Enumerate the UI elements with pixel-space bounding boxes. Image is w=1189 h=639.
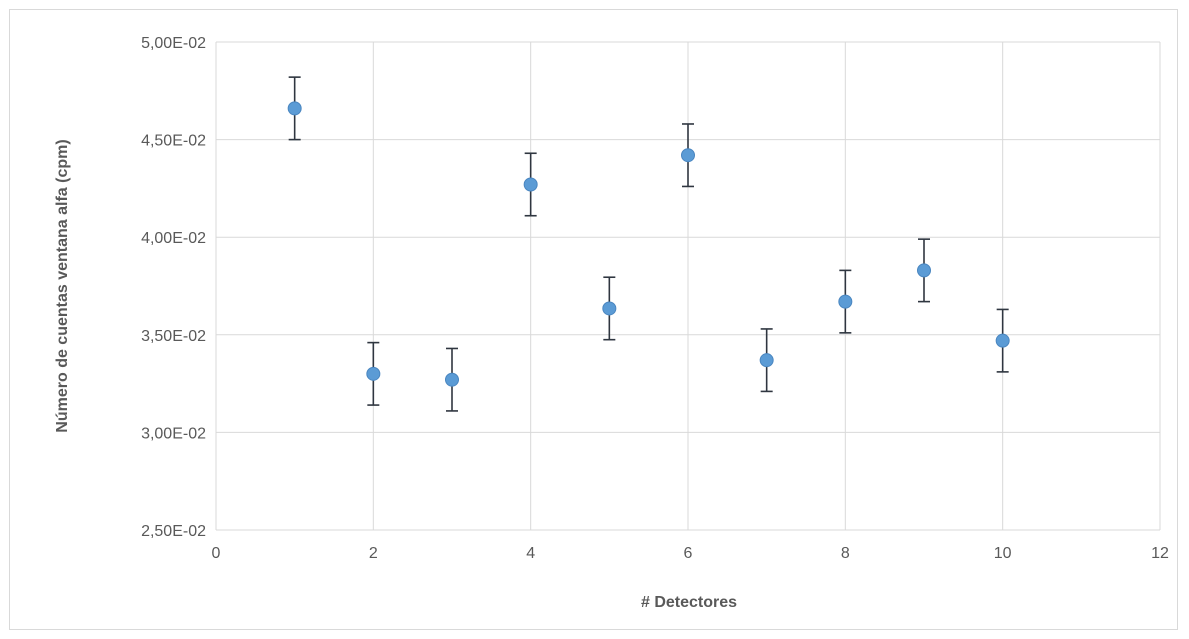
data-point	[681, 148, 695, 163]
y-tick-label: 4,00E-02	[141, 230, 206, 247]
chart-area	[9, 9, 1178, 630]
data-point	[523, 177, 538, 192]
data-point	[366, 366, 381, 381]
y-tick-label: 4,50E-02	[141, 133, 206, 150]
y-tick-label: 5,00E-02	[141, 35, 206, 52]
y-axis-title: Número de cuentas ventana alfa (cpm)	[54, 139, 71, 432]
data-point	[759, 353, 774, 368]
tick-labels: 2,50E-02 3,00E-02 3,50E-02 4,00E-02 4,50E-02…	[141, 35, 1169, 562]
y-tick-label: 3,50E-02	[141, 328, 206, 345]
x-tick-label: 12	[1151, 545, 1169, 562]
data-point	[602, 301, 617, 316]
error-bars	[288, 76, 1009, 412]
data-points	[287, 101, 1010, 387]
x-axis-title: # Detectores	[641, 594, 737, 611]
y-tick-label: 3,00E-02	[141, 425, 206, 442]
gridlines	[215, 41, 1161, 531]
y-tick-label: 2,50E-02	[141, 523, 206, 540]
x-tick-label: 6	[684, 545, 693, 562]
x-tick-label: 8	[841, 545, 850, 562]
x-tick-label: 2	[369, 545, 378, 562]
x-tick-label: 0	[212, 545, 221, 562]
data-point	[995, 333, 1010, 348]
data-point	[917, 263, 931, 278]
data-point	[838, 294, 853, 309]
data-point	[287, 101, 302, 116]
x-tick-label: 4	[526, 545, 535, 562]
x-tick-label: 10	[994, 545, 1012, 562]
data-point	[445, 372, 459, 387]
